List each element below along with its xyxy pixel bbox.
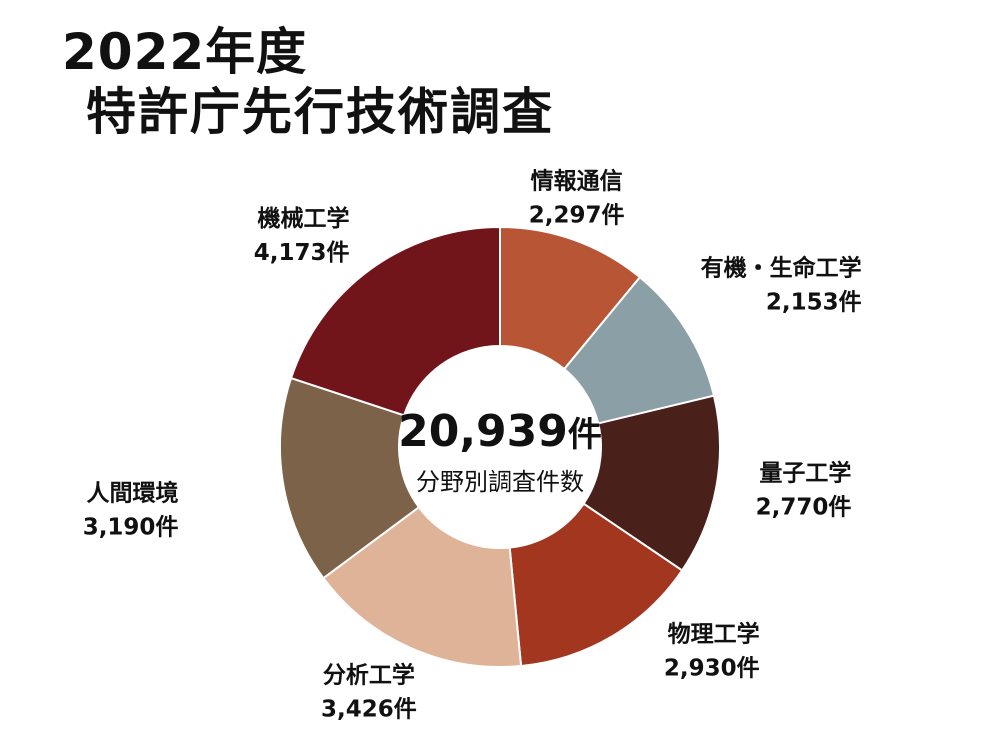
donut-slice-5: [279, 376, 421, 580]
chart-slices: [279, 225, 721, 668]
title-year: 2022年度: [62, 23, 308, 81]
slice-label-name-3: 物理工学: [668, 620, 760, 647]
slice-label-name-0: 情報通信: [531, 167, 623, 194]
center-total-value: 20,939: [398, 406, 568, 457]
donut-slice-3: [508, 502, 684, 668]
center-total-unit: 件: [568, 415, 602, 455]
slice-label-name-4: 分析工学: [323, 661, 415, 688]
slice-label-value-5: 3,190件: [83, 515, 179, 541]
slice-label-value-4: 3,426件: [321, 696, 417, 722]
slice-label-name-2: 量子工学: [759, 460, 851, 487]
slice-label-name-1: 有機・生命工学: [701, 255, 862, 282]
donut-slice-4: [321, 505, 523, 668]
slice-label-value-3: 2,930件: [664, 655, 760, 681]
donut-slice-6: [289, 225, 501, 417]
slice-label-name-6: 機械工学: [258, 205, 350, 232]
slice-label-value-2: 2,770件: [756, 495, 852, 521]
slice-label-value-0: 2,297件: [529, 202, 625, 228]
center-total: 20,939件: [398, 406, 602, 457]
slice-label-value-6: 4,173件: [254, 240, 350, 266]
center-label: 分野別調査件数: [416, 468, 584, 496]
title-main: 特許庁先行技術調査: [86, 83, 554, 141]
slice-label-value-1: 2,153件: [766, 290, 862, 316]
slice-label-name-5: 人間環境: [86, 480, 178, 507]
